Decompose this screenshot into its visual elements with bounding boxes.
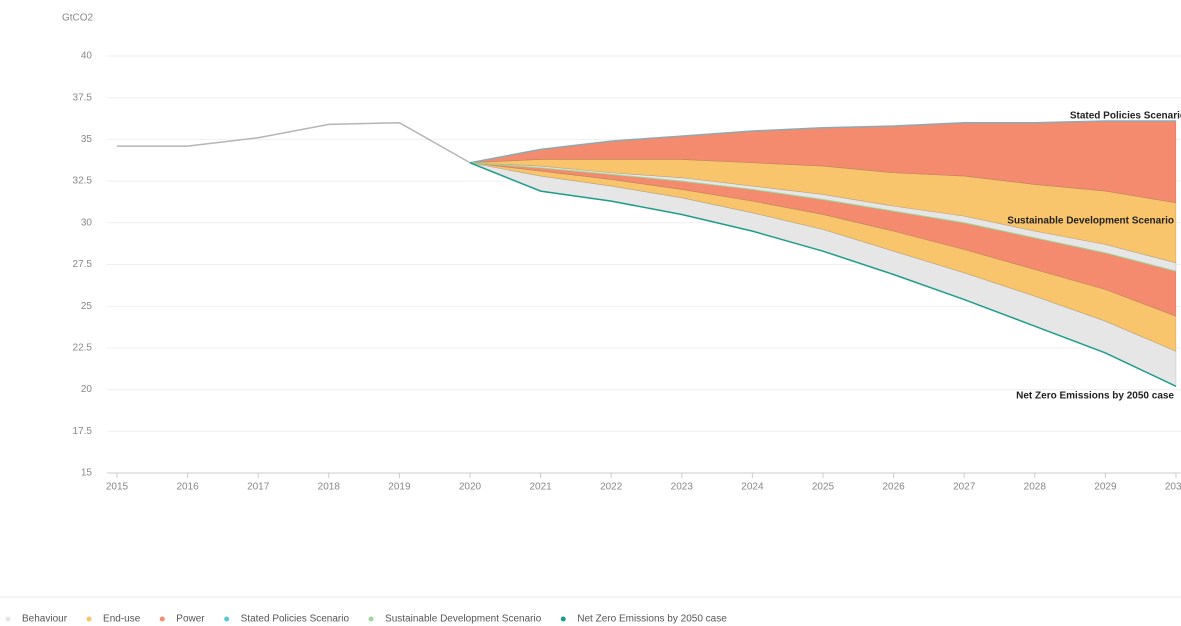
y-tick-label: 37.5	[73, 92, 93, 103]
legend-marker	[560, 616, 566, 622]
x-tick-label: 2018	[318, 482, 341, 493]
x-tick-label: 2026	[882, 482, 905, 493]
y-tick-label: 27.5	[73, 259, 93, 270]
x-tick-label: 2015	[106, 482, 129, 493]
legend-marker	[368, 616, 374, 622]
y-tick-label: 15	[81, 468, 93, 479]
x-tick-label: 2021	[529, 482, 552, 493]
y-tick-label: 25	[81, 301, 93, 312]
x-tick-label: 2023	[671, 482, 694, 493]
x-tick-label: 2017	[247, 482, 270, 493]
x-tick-label: 2019	[388, 482, 411, 493]
x-tick-label: 2024	[741, 482, 764, 493]
legend-label: Stated Policies Scenario	[241, 614, 350, 625]
x-tick-label: 2029	[1094, 482, 1117, 493]
line	[117, 121, 471, 164]
x-tick-label: 2020	[459, 482, 482, 493]
y-tick-label: 35	[81, 134, 93, 145]
y-axis-title: GtCO2	[62, 13, 94, 24]
line	[469, 162, 1177, 387]
legend-marker	[159, 616, 165, 622]
x-tick-label: 2028	[1024, 482, 1047, 493]
annotation: Sustainable Development Scenario	[1007, 216, 1174, 227]
y-tick-label: 30	[81, 217, 93, 228]
y-tick-label: 17.5	[73, 426, 93, 437]
x-tick-label: 2025	[812, 482, 835, 493]
line	[469, 162, 1177, 272]
x-tick-label: 2027	[953, 482, 976, 493]
area-band	[469, 159, 1177, 264]
annotation: Net Zero Emissions by 2050 case	[1016, 391, 1174, 402]
annotation: Stated Policies Scenario	[1070, 111, 1181, 122]
legend-marker	[224, 616, 230, 622]
legend-marker	[5, 616, 11, 622]
y-tick-label: 32.5	[73, 176, 93, 187]
y-tick-label: 40	[81, 51, 93, 62]
legend-label: Power	[176, 614, 205, 625]
legend-label: End-use	[103, 614, 141, 625]
area-band	[469, 162, 1177, 352]
line	[469, 120, 1176, 164]
x-tick-label: 2022	[600, 482, 623, 493]
legend-label: Net Zero Emissions by 2050 case	[577, 614, 727, 625]
y-tick-label: 22.5	[73, 343, 93, 354]
x-tick-label: 2016	[176, 482, 199, 493]
legend-label: Behaviour	[22, 614, 68, 625]
legend-label: Sustainable Development Scenario	[385, 614, 542, 625]
legend-marker	[86, 616, 92, 622]
y-tick-label: 20	[81, 384, 93, 395]
x-tick-label: 2030	[1165, 482, 1181, 493]
